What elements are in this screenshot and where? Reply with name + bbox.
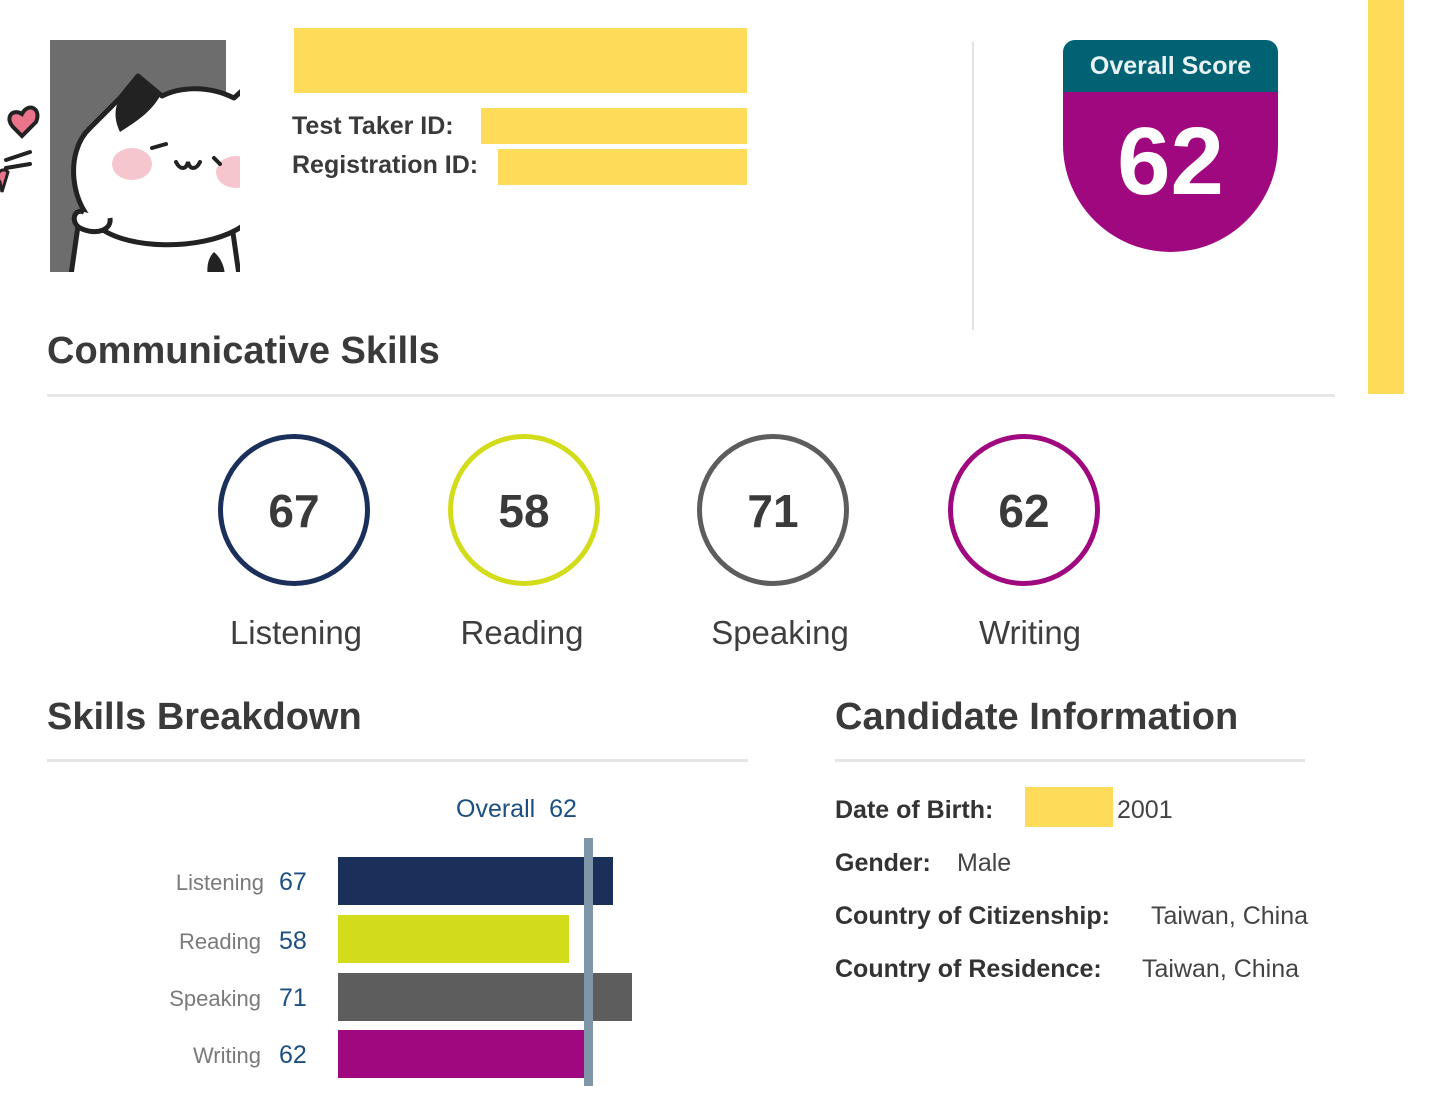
overall-score-value: 62 xyxy=(1063,92,1278,252)
header-divider xyxy=(972,42,974,330)
listening-label: Listening xyxy=(229,614,363,651)
gender-value: Male xyxy=(957,849,1012,877)
skills-breakdown-rule xyxy=(47,759,748,762)
bk-label-speaking: Speaking xyxy=(169,986,261,1011)
registration-id-label: Registration ID: xyxy=(292,151,479,179)
registration-id-redaction xyxy=(498,149,747,185)
listening-score-circle: 67 xyxy=(218,434,370,586)
reading-label: Reading xyxy=(460,614,584,651)
overall-reference-line xyxy=(583,838,593,1086)
test-taker-id-redaction xyxy=(481,108,747,144)
bk-value-writing: 62 xyxy=(279,1041,307,1069)
communicative-skills-rule xyxy=(47,394,1335,397)
candidate-info-rule xyxy=(835,759,1305,762)
communicative-skills-title: Communicative Skills xyxy=(47,330,440,372)
writing-score-circle: 62 xyxy=(948,434,1100,586)
candidate-photo xyxy=(0,40,240,272)
overall-value: 62 xyxy=(549,795,577,823)
overall-label: Overall xyxy=(456,795,536,823)
speaking-label: Speaking xyxy=(711,614,849,651)
gender-label: Gender: xyxy=(835,849,931,877)
cat-sticker-icon xyxy=(0,73,240,272)
overall-score-title: Overall Score xyxy=(1063,40,1278,92)
bk-value-reading: 58 xyxy=(279,927,307,955)
residence-label: Country of Residence: xyxy=(835,955,1102,983)
citizenship-label: Country of Citizenship: xyxy=(835,902,1110,930)
bar-speaking xyxy=(338,973,633,1021)
dob-redaction xyxy=(1025,787,1113,827)
bk-label-listening: Listening xyxy=(175,870,264,895)
skills-breakdown-title: Skills Breakdown xyxy=(47,696,362,738)
dob-year: 2001 xyxy=(1117,796,1173,824)
overall-reference-label: Overall 62 xyxy=(456,795,577,824)
bar-writing xyxy=(338,1030,589,1078)
bk-value-speaking: 71 xyxy=(279,984,307,1012)
residence-value: Taiwan, China xyxy=(1142,955,1300,983)
bar-reading xyxy=(338,915,570,963)
bar-listening xyxy=(338,857,613,905)
dob-label: Date of Birth: xyxy=(835,796,994,824)
overall-score-badge: Overall Score 62 xyxy=(1063,40,1278,252)
bk-label-reading: Reading xyxy=(179,929,261,954)
speaking-score-circle: 71 xyxy=(697,434,849,586)
name-redaction xyxy=(294,28,747,93)
writing-label: Writing xyxy=(978,614,1082,651)
skills-breakdown-chart: Listening 67 Reading 58 Speaking 71 Writ… xyxy=(0,0,633,1086)
reading-score-circle: 58 xyxy=(448,434,600,586)
candidate-info-title: Candidate Information xyxy=(835,696,1239,738)
citizenship-value: Taiwan, China xyxy=(1151,902,1309,930)
bk-label-writing: Writing xyxy=(192,1043,261,1068)
bk-value-listening: 67 xyxy=(279,868,307,896)
test-taker-id-label: Test Taker ID: xyxy=(292,112,454,140)
side-redaction-bar xyxy=(1368,0,1404,394)
